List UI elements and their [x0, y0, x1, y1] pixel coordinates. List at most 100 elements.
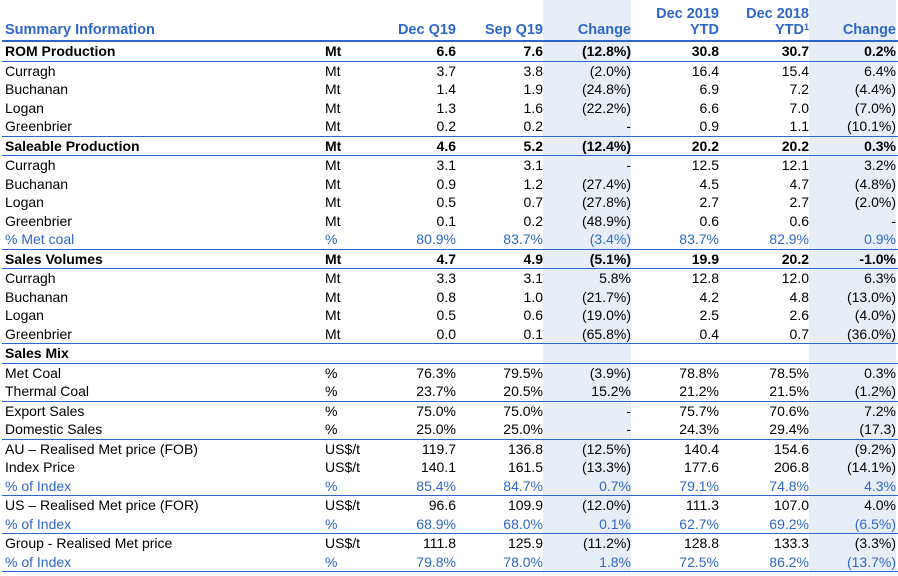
table-row-rom-production: ROM Production Mt 6.6 7.6 (12.8%) 30.8 3… [2, 41, 898, 62]
cell-change-ytd: 4.3% [811, 476, 898, 496]
cell-dec2018-ytd: 20.2 [721, 136, 811, 156]
table-row: Buchanan Mt 0.9 1.2 (27.4%) 4.5 4.7 (4.8… [2, 175, 898, 194]
cell-dec2018-ytd: 20.2 [721, 249, 811, 269]
cell-sep-q19: 7.6 [458, 41, 545, 62]
row-label: Greenbrier [2, 324, 322, 344]
row-label: Greenbrier [5, 212, 72, 229]
cell-dec2018-ytd: 69.2% [721, 514, 811, 534]
cell-change-quarter: 0.1% [545, 514, 633, 534]
cell-sep-q19: 75.0% [503, 402, 543, 419]
table-row: Index Price US$/t 140.1 161.5 (13.3%) 17… [2, 458, 898, 477]
table-row: Domestic Sales % 25.0% 25.0% - 24.3% 29.… [2, 420, 898, 440]
row-label: Sales Volumes [2, 249, 322, 269]
cell-dec2018-ytd: 154.6 [773, 440, 809, 457]
cell-dec2018-ytd: 4.7 [789, 175, 809, 192]
table-row: Logan Mt 1.3 1.6 (22.2%) 6.6 7.0 (7.0%) [2, 99, 898, 118]
cell-change-quarter: (12.8%) [545, 41, 633, 62]
cell-sep-q19: 0.7 [523, 194, 543, 210]
table-row-us-pct-of-index: % of Index % 68.9% 68.0% 0.1% 62.7% 69.2… [2, 514, 898, 534]
header-dec2019-ytd: Dec 2019 YTD [633, 0, 721, 41]
cell-dec2018-ytd: 7.2 [789, 81, 809, 97]
cell-sep-q19: 161.5 [507, 459, 543, 475]
cell-dec2018-ytd: 15.4 [781, 62, 809, 79]
cell-dec2018-ytd: 1.1 [721, 117, 811, 137]
cell-dec2019-ytd: 140.4 [683, 440, 719, 457]
row-label: Group - Realised Met price [5, 535, 173, 551]
cell-dec-q19: 75.0% [416, 402, 456, 419]
cell-change-quarter: 5.8% [599, 270, 631, 286]
cell-dec-q19: 25.0% [374, 420, 458, 440]
cell-dec2019-ytd: 78.8% [679, 364, 719, 381]
header-dec2018-ytd-text: YTD [774, 22, 804, 38]
cell-change-quarter: (12.5%) [581, 440, 631, 457]
cell-dec2018-ytd: 29.4% [721, 420, 811, 440]
cell-dec-q19: 0.5 [436, 307, 456, 323]
cell-dec2018-ytd: 78.5% [769, 364, 809, 381]
cell-dec2019-ytd: 4.5 [699, 175, 719, 192]
row-unit: Mt [325, 307, 341, 323]
cell-sep-q19: 109.9 [507, 497, 543, 513]
cell-change-ytd: 0.3% [864, 364, 896, 381]
header-change-quarter: Change [577, 22, 631, 38]
cell-sep-q19: 1.0 [523, 288, 543, 305]
cell-dec2019-ytd: 19.9 [633, 249, 721, 269]
row-unit: Mt [322, 324, 374, 344]
cell-dec-q19: 1.4 [436, 81, 456, 97]
row-label: Export Sales [5, 402, 85, 419]
cell-dec-q19: 0.1 [436, 212, 456, 229]
cell-sep-q19 [458, 343, 545, 364]
cell-dec-q19: 0.2 [374, 117, 458, 137]
cell-dec-q19: 1.3 [436, 99, 456, 116]
row-label: Buchanan [5, 175, 69, 192]
footnote-marker: 1 [803, 22, 809, 32]
row-label: % Met coal [2, 230, 322, 250]
cell-sep-q19: 83.7% [458, 230, 545, 250]
cell-change-quarter: (11.2%) [583, 535, 631, 551]
row-label: Logan [5, 307, 44, 323]
cell-dec2018-ytd: 86.2% [721, 552, 811, 572]
cell-dec-q19: 85.4% [374, 476, 458, 496]
cell-sep-q19: 5.2 [458, 136, 545, 156]
cell-change-ytd: (1.2%) [811, 382, 898, 402]
row-unit: % [322, 230, 374, 250]
row-unit: Mt [322, 41, 374, 62]
table-row-met-coal-pct: % Met coal % 80.9% 83.7% (3.4%) 83.7% 82… [2, 230, 898, 250]
table-body: ROM Production Mt 6.6 7.6 (12.8%) 30.8 3… [2, 41, 898, 572]
cell-change-ytd: (7.0%) [854, 99, 896, 116]
header-row: Summary Information Dec Q19 Sep Q19 Chan… [2, 0, 898, 41]
row-label: Index Price [5, 459, 76, 475]
cell-sep-q19: 125.9 [507, 535, 543, 551]
cell-dec2018-ytd: 12.0 [781, 270, 809, 286]
row-unit: % [325, 402, 338, 419]
cell-dec2018-ytd: 21.5% [721, 382, 811, 402]
cell-dec2019-ytd: 0.9 [633, 117, 721, 137]
cell-dec-q19: 140.1 [420, 459, 456, 475]
cell-dec-q19: 0.5 [436, 194, 456, 210]
row-unit: % [325, 364, 338, 381]
row-label: Thermal Coal [2, 382, 322, 402]
cell-change-quarter: (3.9%) [589, 364, 631, 381]
row-unit: % [322, 476, 374, 496]
row-unit: % [322, 420, 374, 440]
cell-dec-q19: 76.3% [416, 364, 456, 381]
cell-sep-q19: 0.1 [458, 324, 545, 344]
cell-sep-q19: 0.6 [523, 307, 543, 323]
header-dec2018-ytd: Dec 2018 YTD1 [721, 0, 811, 41]
table-row: Greenbrier Mt 0.2 0.2 - 0.9 1.1 (10.1%) [2, 117, 898, 137]
row-label: US – Realised Met price (FOR) [5, 497, 199, 513]
cell-dec2018-ytd: 206.8 [773, 459, 809, 475]
cell-sep-q19: 25.0% [458, 420, 545, 440]
cell-change-quarter: - [545, 420, 633, 440]
cell-dec2019-ytd: 16.4 [691, 62, 719, 79]
cell-change-ytd: 6.4% [864, 62, 896, 79]
table-row: Group - Realised Met price US$/t 111.8 1… [2, 534, 898, 553]
header-change-ytd: Change [842, 22, 896, 38]
cell-change-ytd: 0.3% [811, 136, 898, 156]
cell-change-quarter: 0.7% [545, 476, 633, 496]
cell-change-quarter: - [545, 117, 633, 137]
cell-change-ytd: (4.8%) [854, 175, 896, 192]
row-label: % of Index [2, 476, 322, 496]
cell-dec-q19: 4.7 [374, 249, 458, 269]
cell-sep-q19: 0.2 [523, 212, 543, 229]
cell-change-ytd: 3.2% [864, 157, 896, 173]
